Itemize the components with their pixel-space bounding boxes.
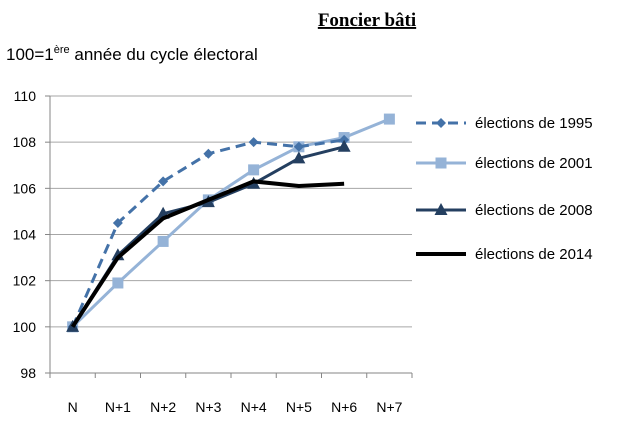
legend-item-4: élections de 2014 <box>416 246 593 263</box>
y-tick-label: 100 <box>13 319 37 335</box>
legend-item-2: élections de 2001 <box>416 155 593 172</box>
axes <box>45 95 413 378</box>
series-line <box>71 138 345 328</box>
data-point <box>248 137 259 148</box>
x-tick-label: N+3 <box>195 399 221 415</box>
data-point <box>203 148 214 159</box>
legend-swatch-marker <box>435 157 447 169</box>
grid <box>50 95 412 374</box>
x-tick-label: N+4 <box>241 399 267 415</box>
legend: élections de 1995 élections de 2001 électi… <box>416 115 593 263</box>
data-point <box>337 139 351 152</box>
y-tick-label: 102 <box>13 273 37 289</box>
y-tick-labels: 98 100 102 104 106 108 110 <box>13 88 37 381</box>
data-point <box>248 164 260 176</box>
y-tick-label: 106 <box>13 180 37 196</box>
legend-item-1: élections de 1995 <box>416 115 593 132</box>
data-point <box>157 235 169 247</box>
series-group <box>66 113 395 333</box>
data-point <box>292 151 306 164</box>
y-axis-label-rest: année du cycle électoral <box>70 45 258 64</box>
y-tick-label: 110 <box>14 88 37 104</box>
data-point <box>293 141 304 152</box>
series-line <box>70 179 345 328</box>
series-4 <box>70 179 345 328</box>
series-1 <box>67 134 350 332</box>
series-line <box>71 117 390 328</box>
data-point <box>158 176 169 187</box>
x-tick-label: N+5 <box>286 399 312 415</box>
x-tick-labels: N N+1 N+2 N+3 N+4 N+5 N+6 N+7 <box>68 399 403 415</box>
series-3 <box>66 139 351 332</box>
x-tick-label: N+7 <box>376 399 402 415</box>
data-point <box>383 113 395 125</box>
x-tick-label: N+6 <box>331 399 357 415</box>
y-tick-label: 98 <box>20 365 36 381</box>
y-tick-label: 104 <box>13 227 37 243</box>
legend-swatch-marker <box>434 203 448 215</box>
x-tick-label: N <box>68 399 78 415</box>
y-axis-label-base: 100=1 <box>6 45 54 64</box>
x-tick-label: N+2 <box>150 399 176 415</box>
chart-title: Foncier bâti <box>318 10 416 31</box>
y-axis-label-superscript: ère <box>54 44 70 56</box>
legend-label: élections de 2008 <box>475 202 593 219</box>
legend-label: élections de 2014 <box>475 246 593 263</box>
legend-label: élections de 2001 <box>475 155 593 172</box>
legend-swatch-marker <box>436 118 446 128</box>
data-point <box>112 217 123 228</box>
y-tick-label: 108 <box>13 134 37 150</box>
y-axis-label: 100=1ère année du cycle électoral <box>6 44 258 64</box>
x-tick-label: N+1 <box>105 399 131 415</box>
legend-item-3: élections de 2008 <box>416 202 593 219</box>
legend-label: élections de 1995 <box>475 115 593 132</box>
data-point <box>112 277 124 289</box>
